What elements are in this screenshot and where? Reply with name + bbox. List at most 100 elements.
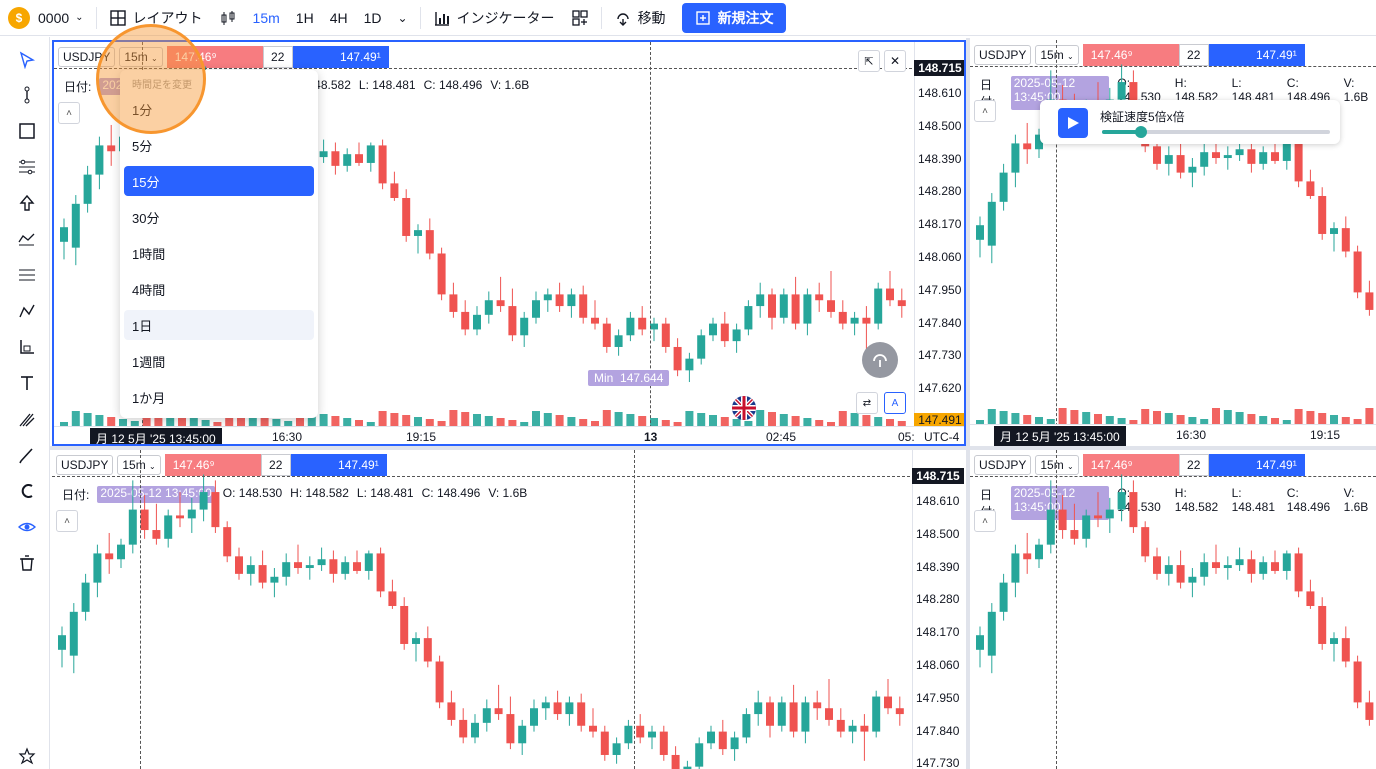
candle-body: [1082, 515, 1091, 539]
candle-body: [164, 515, 173, 539]
price-tick: 148.060: [918, 250, 962, 264]
gann-icon[interactable]: [16, 264, 38, 286]
play-button[interactable]: [1058, 108, 1088, 138]
interval-1h[interactable]: 1H: [288, 0, 322, 36]
dropdown-item-5m[interactable]: 5分: [132, 138, 153, 154]
eye-icon[interactable]: [16, 516, 38, 538]
auto-scale-button[interactable]: A: [884, 392, 906, 414]
candle-body: [1353, 661, 1362, 703]
collapse-legend-button[interactable]: ˄: [58, 102, 80, 124]
buy-button[interactable]: 147.49¹: [1208, 454, 1305, 476]
templates-button[interactable]: [563, 0, 597, 36]
symbol-button[interactable]: USDJPY: [974, 455, 1032, 475]
candle-body: [211, 492, 220, 528]
maximize-icon: ⇱: [864, 55, 874, 68]
collapse-legend-button[interactable]: ˄: [974, 100, 996, 122]
pen-icon[interactable]: [16, 444, 38, 466]
candlestick-chart[interactable]: [54, 42, 912, 446]
trash-icon[interactable]: [16, 552, 38, 574]
indicators-icon: [434, 11, 449, 26]
sell-button[interactable]: 147.46⁹: [1082, 44, 1179, 66]
chart-pane-bottom-right[interactable]: USDJPY 15m ⌄ 147.46⁹ 22 147.49¹ 日付: 2025…: [970, 450, 1376, 769]
star-icon[interactable]: [16, 745, 38, 767]
adjust-button[interactable]: ⇄: [856, 392, 878, 414]
pattern-icon[interactable]: [16, 228, 38, 250]
interval-1d[interactable]: 1D: [356, 0, 390, 36]
new-order-button[interactable]: 新規注文: [681, 2, 786, 33]
candle-body: [484, 300, 493, 315]
time-scale[interactable]: [54, 426, 964, 444]
legend-volume: V: 1.6B: [488, 486, 528, 500]
price-tick: 148.390: [918, 151, 962, 166]
price-scale[interactable]: [912, 450, 964, 769]
sell-button[interactable]: 147.46⁹: [164, 454, 261, 476]
chart-type-button[interactable]: [211, 0, 245, 36]
trend-line-icon[interactable]: [16, 84, 38, 106]
price-tick: 148.060: [916, 658, 960, 672]
cursor-icon[interactable]: [16, 49, 38, 71]
price-tick: 147.840: [918, 315, 962, 330]
volume-bar: [555, 415, 564, 426]
legend-volume: V: 1.6B: [1343, 76, 1369, 104]
fib-icon[interactable]: [16, 156, 38, 178]
close-pane-button[interactable]: ✕: [884, 50, 906, 72]
candle-body: [425, 230, 434, 254]
current-price-label: 148.715: [914, 60, 964, 76]
interval-15m[interactable]: 15m: [245, 0, 288, 36]
candle-body: [105, 553, 114, 560]
dropdown-item-1h[interactable]: 1時間: [132, 246, 166, 262]
dropdown-item-1month[interactable]: 1か月: [132, 390, 166, 406]
interval-button[interactable]: 15m ⌄: [1035, 45, 1079, 65]
move-button[interactable]: 移動: [606, 0, 674, 36]
chart-pane-bottom-left[interactable]: USDJPY 15m ⌄ 147.46⁹ 22 147.49¹ 日付: 2025…: [52, 450, 966, 769]
volume-bar: [791, 416, 800, 426]
slider-knob[interactable]: [1134, 126, 1147, 138]
pane-splitter-horizontal[interactable]: [50, 446, 1376, 450]
candle-body: [282, 562, 291, 577]
dropdown-item-30m[interactable]: 30分: [132, 210, 160, 226]
symbol-button[interactable]: USDJPY: [56, 455, 114, 475]
collapse-legend-button[interactable]: ˄: [56, 510, 78, 532]
volume-bar: [579, 419, 588, 426]
symbol-button[interactable]: USDJPY: [974, 45, 1032, 65]
dropdown-item-1w[interactable]: 1週間: [132, 354, 166, 370]
zigzag-icon[interactable]: [16, 300, 38, 322]
arrow-up-icon[interactable]: [16, 192, 38, 214]
candlestick-chart[interactable]: [52, 450, 910, 769]
interval-button[interactable]: 15m ⌄: [1035, 455, 1079, 475]
interval-button[interactable]: 15m ⌄: [117, 455, 161, 475]
buy-button[interactable]: 147.49¹: [290, 454, 387, 476]
dropdown-item-1d[interactable]: 1日: [124, 310, 314, 340]
layout-button[interactable]: レイアウト: [101, 0, 211, 36]
interval-4h[interactable]: 4H: [322, 0, 356, 36]
price-tick: 148.280: [918, 184, 962, 199]
collapse-legend-button[interactable]: ˄: [974, 510, 996, 532]
candle-body: [1105, 509, 1114, 519]
buy-button[interactable]: 147.49¹: [1208, 44, 1305, 66]
auto-scale-icon: A: [891, 397, 899, 409]
uk-flag-icon[interactable]: [732, 396, 756, 420]
rectangle-icon[interactable]: [16, 120, 38, 142]
measure-icon[interactable]: [16, 336, 38, 358]
dropdown-item-15m[interactable]: 15分: [124, 166, 314, 196]
replay-speed-slider[interactable]: [1102, 126, 1330, 138]
indicators-button[interactable]: インジケーター: [425, 0, 563, 36]
pane-splitter-vertical[interactable]: [966, 38, 970, 769]
candle-body: [718, 731, 727, 750]
adjust-icon: ⇄: [862, 397, 872, 409]
sell-button[interactable]: 147.46⁹: [1082, 454, 1179, 476]
text-icon[interactable]: [16, 372, 38, 394]
dropdown-item-4h[interactable]: 4時間: [132, 282, 166, 298]
volume-bar: [1188, 417, 1197, 424]
magnet-icon[interactable]: [16, 480, 38, 502]
candle-body: [414, 230, 422, 236]
symbol-selector[interactable]: 0000 ⌄: [30, 0, 92, 36]
interval-more-button[interactable]: ⌄: [390, 0, 416, 36]
volume-bar: [1235, 412, 1244, 424]
maximize-button[interactable]: ⇱: [858, 50, 880, 72]
scroll-to-realtime-button[interactable]: [862, 342, 898, 378]
candlestick-chart[interactable]: [970, 450, 1376, 769]
brush-icon[interactable]: [16, 408, 38, 430]
price-scale[interactable]: [914, 42, 964, 444]
buy-button[interactable]: 147.49¹: [292, 46, 389, 68]
